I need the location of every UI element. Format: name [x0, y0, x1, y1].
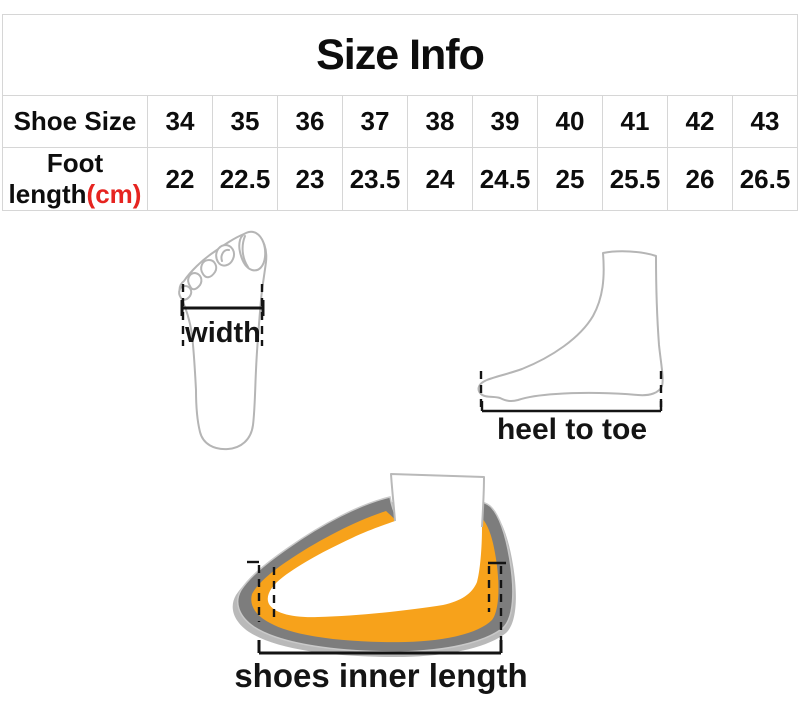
- foot-length-row-label: Foot length(cm): [2, 147, 148, 211]
- shoe-size-cell: 35: [212, 95, 278, 148]
- foot-length-cell: 25.5: [602, 147, 668, 211]
- shoe-size-cell: 41: [602, 95, 668, 148]
- width-measure: [180, 284, 265, 346]
- foot-length-cell: 26.5: [731, 147, 799, 211]
- foot-length-cell: 23.5: [342, 147, 408, 211]
- foot-length-cell: 23: [277, 147, 343, 211]
- foot-side-view-drawing: [477, 250, 664, 403]
- foot-length-cell: 26: [667, 147, 733, 211]
- foot-length-cell: 22.5: [212, 147, 278, 211]
- foot-length-cell: 24: [407, 147, 473, 211]
- foot-length-cell: 25: [537, 147, 603, 211]
- shoe-size-row-label: Shoe Size: [2, 95, 148, 148]
- inner-length-measure: [247, 560, 506, 655]
- shoe-size-cell: 40: [537, 95, 603, 148]
- heel-to-toe-measure: [479, 371, 663, 413]
- shoe-size-row: Shoe Size 34 35 36 37 38 39 40 41 42 43: [2, 95, 799, 148]
- shoe-size-cell: 37: [342, 95, 408, 148]
- title-row: Size Info: [1, 14, 799, 96]
- shoe-size-cell: 38: [407, 95, 473, 148]
- page-title: Size Info: [1, 14, 799, 96]
- foot-length-cell: 24.5: [472, 147, 538, 211]
- shoe-cutaway-drawing: [232, 473, 516, 657]
- foot-length-cell: 22: [147, 147, 213, 211]
- foot-length-unit: (cm): [86, 179, 142, 209]
- foot-length-label-text: Foot length: [8, 148, 104, 210]
- shoe-size-cell: 42: [667, 95, 733, 148]
- foot-length-row: Foot length(cm) 22 22.5 23 23.5 24 24.5 …: [2, 147, 799, 211]
- heel-to-toe-label: heel to toe: [496, 413, 647, 446]
- shoe-size-cell: 43: [731, 95, 799, 148]
- width-label: width: [185, 317, 261, 349]
- foot-top-view-drawing: [178, 230, 268, 451]
- shoes-inner-length-label: shoes inner length: [234, 657, 528, 694]
- shoe-size-cell: 39: [472, 95, 538, 148]
- size-chart-table: Size Info Shoe Size 34 35 36 37 38 39 40…: [1, 14, 799, 211]
